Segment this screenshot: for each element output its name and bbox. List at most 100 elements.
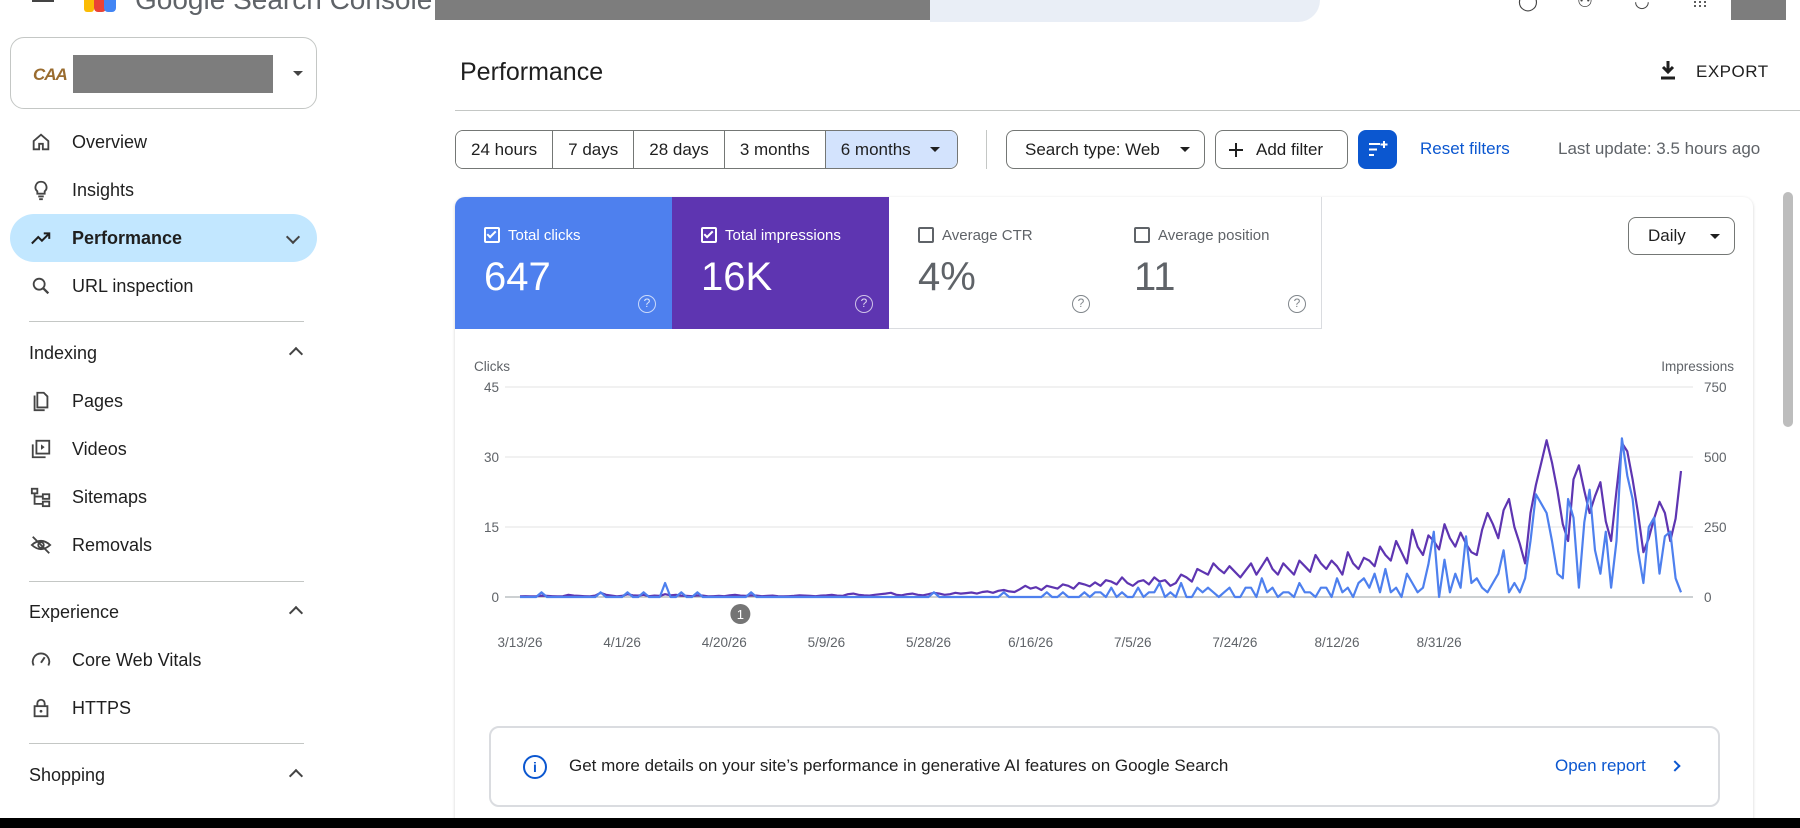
property-selector[interactable]: CAA (10, 37, 317, 109)
property-name-redacted (73, 55, 273, 93)
metric-average-ctr[interactable]: Average CTR 4% ? (889, 197, 1106, 329)
x-tick-label: 3/13/26 (497, 635, 542, 650)
search-type-filter[interactable]: Search type: Web (1006, 130, 1205, 169)
section-indexing-title[interactable]: Indexing (29, 343, 98, 363)
sidebar-item-removals[interactable]: Removals (10, 521, 317, 569)
sidebar-item-pages[interactable]: Pages (10, 377, 317, 425)
settings-users-icon[interactable]: ⚇ (1576, 0, 1594, 11)
search-input-redacted[interactable] (435, 0, 930, 20)
sidebar-item-url-inspection[interactable]: URL inspection (10, 262, 317, 310)
speed-icon (31, 652, 51, 666)
sidebar-item-label: URL inspection (72, 276, 194, 296)
sidebar-item-label: Insights (72, 180, 135, 200)
metric-label: Total impressions (725, 227, 841, 244)
granularity-label: Daily (1648, 226, 1686, 245)
metric-total-impressions[interactable]: Total impressions 16K ? (672, 197, 889, 329)
x-tick-label: 7/5/26 (1114, 635, 1152, 650)
help-icon[interactable]: ◯ (1517, 0, 1539, 11)
metric-total-clicks[interactable]: Total clicks 647 ? (455, 197, 672, 329)
x-tick-label: 4/20/26 (702, 635, 747, 650)
granularity-dropdown[interactable]: Daily (1628, 217, 1735, 255)
sidebar-item-sitemaps[interactable]: Sitemaps (10, 473, 317, 521)
sidebar-item-core-web-vitals[interactable]: Core Web Vitals (10, 636, 317, 684)
metric-value: 4% (918, 255, 976, 299)
sidebar-item-https[interactable]: HTTPS (10, 684, 317, 732)
pages-icon (33, 391, 49, 412)
trending-up-icon (31, 232, 51, 245)
x-tick-label: 5/28/26 (906, 635, 951, 650)
x-tick-label: 6/16/26 (1008, 635, 1053, 650)
date-range-28-days[interactable]: 28 days (634, 131, 725, 168)
banner-text: Get more details on your site’s performa… (569, 756, 1229, 775)
metric-value: 647 (484, 255, 551, 299)
date-range-selector: 24 hours 7 days 28 days 3 months 6 month… (455, 130, 958, 169)
property-logo: CAA (33, 65, 68, 84)
app-title: Google Search Console (135, 0, 432, 16)
add-filter-button[interactable]: Add filter (1215, 130, 1348, 169)
chevron-up-icon[interactable] (288, 768, 304, 784)
sidebar-item-insights[interactable]: Insights (10, 166, 317, 214)
notifications-icon[interactable]: ◡ (1634, 0, 1650, 11)
left-tick-label: 15 (484, 520, 499, 535)
metric-label: Average CTR (942, 227, 1033, 244)
checkbox-unchecked-icon[interactable] (918, 227, 934, 243)
sidebar-item-overview[interactable]: Overview (10, 118, 317, 166)
info-icon: i (523, 755, 547, 779)
search-bar[interactable] (930, 0, 1320, 22)
caret-down-icon (293, 71, 303, 76)
section-experience-title[interactable]: Experience (29, 602, 120, 622)
export-label: EXPORT (1696, 62, 1769, 81)
sidebar-divider (29, 581, 304, 582)
ai-features-banner: i Get more details on your site’s perfor… (489, 726, 1720, 807)
reset-filters-link[interactable]: Reset filters (1420, 139, 1510, 158)
scrollbar-thumb[interactable] (1783, 192, 1793, 427)
sidebar-item-videos[interactable]: Videos (10, 425, 317, 473)
home-icon (32, 133, 50, 151)
sidebar-divider (29, 321, 304, 322)
right-tick-label: 750 (1704, 380, 1727, 395)
caret-down-icon (929, 147, 940, 152)
x-tick-label: 8/12/26 (1314, 635, 1359, 650)
help-icon[interactable]: ? (1288, 295, 1306, 313)
performance-chart[interactable]: Clicks Impressions 0 15 30 45 0 250 500 750 3/13… (455, 350, 1753, 660)
x-tick-label: 7/24/26 (1212, 635, 1257, 650)
date-range-24-hours[interactable]: 24 hours (456, 131, 554, 168)
section-shopping-title[interactable]: Shopping (29, 765, 106, 785)
x-tick-label: 5/9/26 (808, 635, 846, 650)
date-range-6-months[interactable]: 6 months (825, 131, 957, 168)
apps-grid-icon[interactable]: ⁞⁞⁞ (1692, 0, 1708, 11)
chevron-up-icon[interactable] (288, 605, 304, 621)
checkbox-checked-icon[interactable] (701, 227, 717, 243)
chevron-right-icon[interactable] (1669, 760, 1681, 772)
checkbox-unchecked-icon[interactable] (1134, 227, 1150, 243)
series-line-clicks (520, 437, 1683, 599)
screen-bottom-edge (0, 818, 1800, 828)
metric-value: 16K (701, 255, 773, 299)
help-icon[interactable]: ? (855, 295, 873, 313)
chevron-down-icon (285, 229, 301, 245)
metric-average-position[interactable]: Average position 11 ? (1105, 197, 1322, 329)
annotation-marker (730, 604, 751, 624)
right-axis-label: Impressions (1661, 359, 1734, 374)
download-icon (1661, 61, 1675, 80)
help-icon[interactable]: ? (638, 295, 656, 313)
sidebar-item-label: Sitemaps (72, 487, 148, 507)
visibility-off-icon (30, 536, 52, 554)
help-icon[interactable]: ? (1072, 295, 1090, 313)
metric-label: Average position (1158, 227, 1270, 244)
filter-settings-button[interactable] (1358, 130, 1397, 169)
metric-label: Total clicks (508, 227, 581, 244)
open-report-link[interactable]: Open report (1555, 756, 1646, 775)
sidebar-item-label: HTTPS (72, 698, 132, 718)
x-tick-label: 8/31/26 (1417, 635, 1462, 650)
account-avatar[interactable] (1731, 0, 1786, 20)
sidebar-divider (29, 743, 304, 744)
date-range-3-months[interactable]: 3 months (724, 131, 826, 168)
chevron-up-icon[interactable] (288, 346, 304, 362)
sidebar-item-label: Removals (72, 535, 153, 555)
checkbox-checked-icon[interactable] (484, 227, 500, 243)
menu-icon[interactable] (32, 0, 54, 4)
date-range-7-days[interactable]: 7 days (553, 131, 635, 168)
sidebar-item-performance[interactable]: Performance (10, 214, 317, 262)
